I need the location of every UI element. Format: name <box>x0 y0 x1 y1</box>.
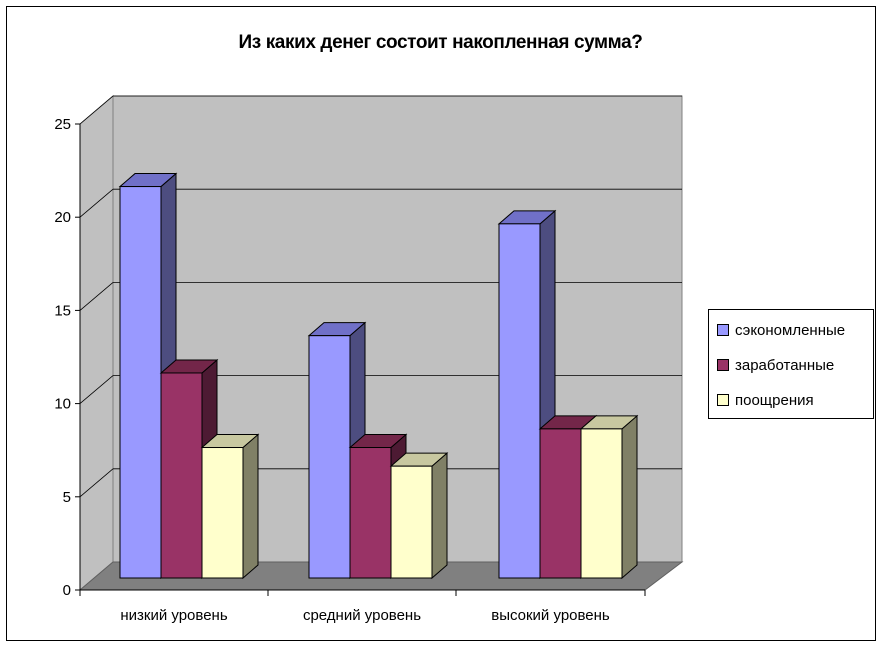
legend-label-3: поощрения <box>735 391 814 409</box>
gridline-side-5 <box>79 468 114 498</box>
y-tick-label-25: 25 <box>54 116 71 133</box>
bar-front-2-1 <box>160 372 203 579</box>
chart-title: Из каких денег состоит накопленная сумма… <box>238 32 643 53</box>
bar-front-1-3 <box>498 223 541 579</box>
bar-front-3-1 <box>201 447 244 579</box>
bar-3-1 <box>200 433 260 580</box>
y-tick-label-20: 20 <box>54 209 71 226</box>
bar-front-1-2 <box>308 335 351 579</box>
chart-bars <box>118 172 639 580</box>
legend-swatch-1 <box>717 324 729 336</box>
x-tick-label-2: средний уровень <box>303 607 421 624</box>
y-tick-label-0: 0 <box>63 582 71 599</box>
legend-item-2: заработанные <box>717 355 834 375</box>
x-tick-label-3: высокий уровень <box>491 607 610 624</box>
legend-item-1: сэкономленные <box>717 320 845 340</box>
gridline-side-25 <box>79 95 114 125</box>
bar-3-3 <box>579 414 639 580</box>
legend-item-3: поощрения <box>717 390 814 410</box>
gridline-side-10 <box>79 375 114 404</box>
bar-front-2-2 <box>349 447 392 579</box>
side-wall <box>79 94 114 592</box>
y-tick-label-10: 10 <box>54 396 71 413</box>
legend-swatch-2 <box>717 359 729 371</box>
bar-front-2-3 <box>539 428 582 579</box>
y-tick-label-5: 5 <box>63 489 71 506</box>
bar-front-3-3 <box>580 428 623 579</box>
bar-front-3-2 <box>390 465 433 579</box>
x-tick-label-1: низкий уровень <box>120 607 227 624</box>
bar-side-3-3 <box>621 414 638 580</box>
chart-axes: 0 5 10 15 20 25 низкий уровень средний уровень в… <box>54 116 646 624</box>
legend-swatch-3 <box>717 394 729 406</box>
bar-3-2 <box>389 452 449 580</box>
y-tick-label-15: 15 <box>54 302 71 319</box>
bar-side-3-1 <box>242 433 259 580</box>
gridline-side-20 <box>79 188 114 218</box>
bar-side-3-2 <box>431 452 448 580</box>
legend-label-1: сэкономленные <box>735 321 846 339</box>
gridline-side-15 <box>79 282 114 311</box>
legend: сэкономленные заработанные поощрения <box>708 309 874 419</box>
bar-front-1-1 <box>119 186 162 579</box>
legend-label-2: заработанные <box>735 356 835 374</box>
